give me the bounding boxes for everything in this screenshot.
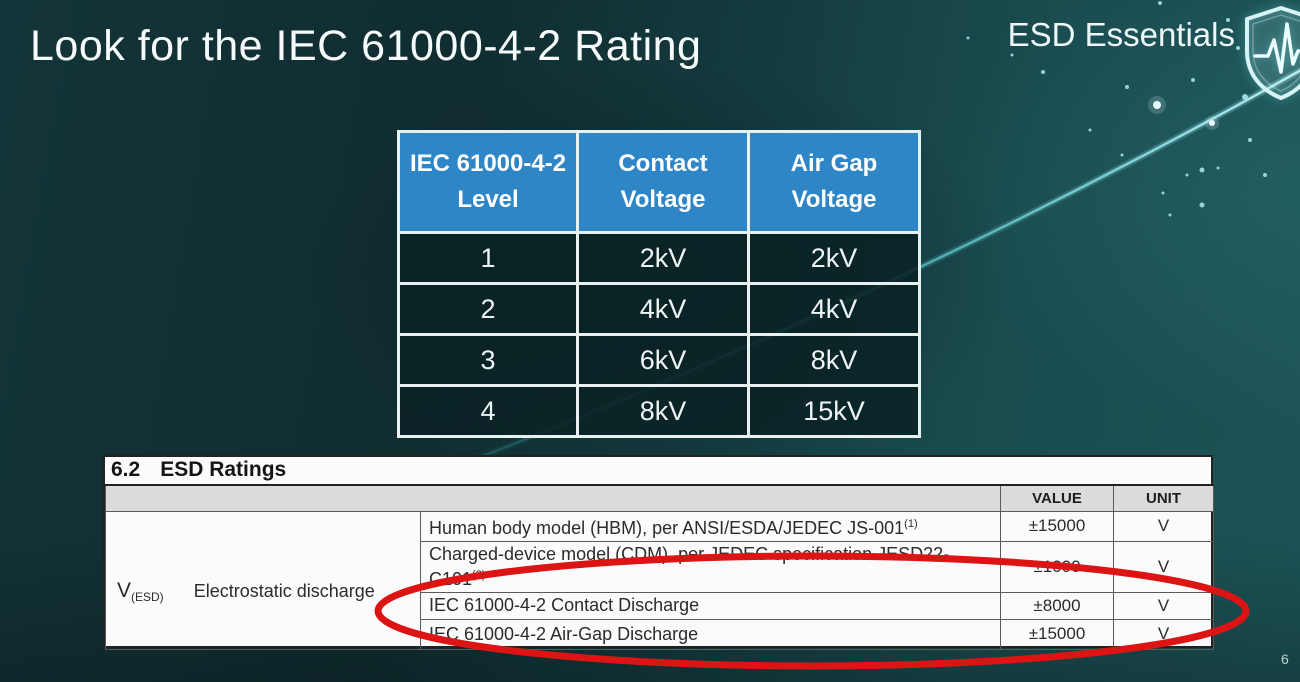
datasheet-section-title: 6.2 ESD Ratings [105,457,1211,484]
brand-name: ESD Essentials [1007,16,1235,53]
esd-ratings-table: VALUE UNIT V(ESD) Electrostatic discharg… [105,484,1214,650]
header-line: Level [457,186,519,213]
levels-row: 1 2kV 2kV [397,231,921,285]
levels-cell: 4kV [747,282,921,336]
header-line: Voltage [620,186,706,213]
levels-cell: 4kV [576,282,750,336]
levels-cell: 2kV [747,231,921,285]
section-number: 6.2 [111,458,141,481]
parameter-label: Electrostatic discharge [193,580,375,601]
rating-description: IEC 61000-4-2 Air-Gap Discharge [420,618,1001,650]
levels-cell: 15kV [747,384,921,438]
levels-row: 2 4kV 4kV [397,282,921,336]
ratings-header-row: VALUE UNIT [105,484,1214,512]
rating-value: ±15000 [1000,510,1114,542]
rating-unit: V [1113,591,1214,620]
header-line: Voltage [791,186,877,213]
rating-value: ±8000 [1000,591,1114,620]
levels-cell: 2 [397,282,579,336]
levels-cell: 8kV [576,384,750,438]
iec-levels-table: IEC 61000-4-2 Level Contact Voltage Air … [397,130,921,438]
levels-cell: 2kV [576,231,750,285]
header-line: IEC 61000-4-2 [409,150,567,177]
bright-star-dots [1148,96,1219,130]
rating-unit: V [1113,510,1214,542]
slide-title: Look for the IEC 61000-4-2 Rating [30,22,702,70]
ratings-row-hbm: V(ESD) Electrostatic discharge Human bod… [105,510,1214,650]
rating-description: IEC 61000-4-2 Contact Discharge [420,591,1001,620]
levels-header-row: IEC 61000-4-2 Level Contact Voltage Air … [397,130,921,234]
rating-value: ±1000 [1000,540,1114,593]
levels-cell: 4 [397,384,579,438]
levels-cell: 3 [397,333,579,387]
shield-pulse-icon [1245,6,1300,100]
levels-col-header-level: IEC 61000-4-2 Level [397,130,579,234]
value-column-header: VALUE [1000,484,1114,512]
parameter-group-cell: V(ESD) Electrostatic discharge [105,510,421,650]
levels-cell: 1 [397,231,579,285]
levels-row: 3 6kV 8kV [397,333,921,387]
page-number: 6 [1281,651,1289,667]
levels-col-header-contact: Contact Voltage [576,130,750,234]
levels-cell: 8kV [747,333,921,387]
rating-description: Human body model (HBM), per ANSI/ESDA/JE… [420,510,1001,542]
rating-description: Charged-device model (CDM), per JEDEC sp… [420,540,1001,593]
levels-row: 4 8kV 15kV [397,384,921,438]
section-name: ESD Ratings [160,458,287,481]
levels-cell: 6kV [576,333,750,387]
rating-unit: V [1113,618,1214,650]
levels-col-header-airgap: Air Gap Voltage [747,130,921,234]
empty-header-cell [105,484,1001,512]
rating-value: ±15000 [1000,618,1114,650]
parameter-symbol: V(ESD) [117,578,164,604]
rating-unit: V [1113,540,1214,593]
header-line: Contact [618,150,708,177]
unit-column-header: UNIT [1113,484,1214,512]
header-line: Air Gap [790,150,878,177]
datasheet-panel: 6.2 ESD Ratings VALUE UNIT V(ESD) Electro… [103,455,1214,650]
